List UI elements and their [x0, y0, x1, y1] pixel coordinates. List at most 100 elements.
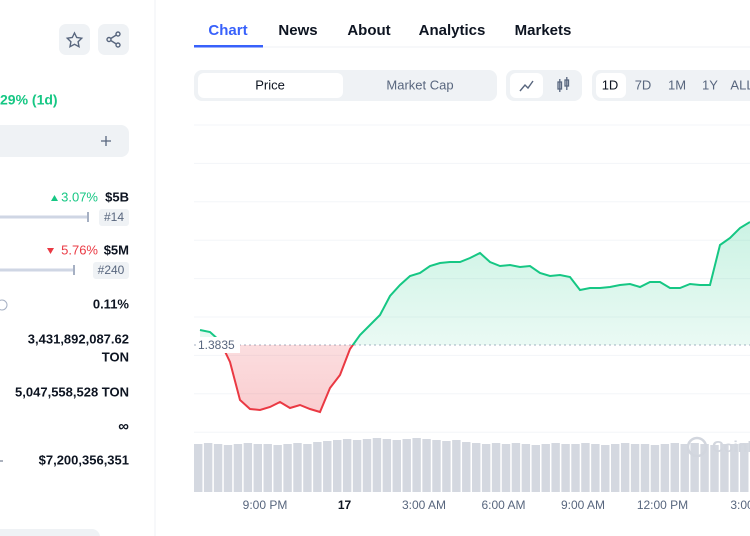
- volume-bar: [243, 443, 253, 492]
- volume-bar: [700, 444, 709, 492]
- share-button[interactable]: [98, 24, 129, 55]
- volume-bar: [571, 444, 580, 492]
- volume-bar: [382, 439, 392, 492]
- volume-bar: [452, 440, 461, 492]
- volume-bar: [581, 443, 590, 492]
- share-icon: [106, 31, 121, 48]
- volume-bar: [432, 440, 441, 492]
- info-icon[interactable]: [0, 299, 8, 311]
- volume-bar: [293, 443, 302, 492]
- value: $5M: [104, 242, 129, 257]
- line-icon: [519, 80, 534, 92]
- metric-option[interactable]: Price: [255, 77, 285, 92]
- volume-bar: [521, 444, 531, 492]
- volume-bar: [740, 443, 749, 492]
- volume-bar: [620, 443, 630, 492]
- line-chart-button[interactable]: [510, 73, 543, 98]
- sidebar: 29% (1d) 3.07% $5B #14 5.76% $5M #240 0.…: [0, 24, 129, 536]
- area-up: [200, 222, 750, 345]
- volume-bar: [680, 444, 689, 492]
- volume-bar: [541, 444, 550, 492]
- volume-bar: [551, 443, 560, 492]
- down-arrow: [47, 248, 54, 254]
- change: 3.07%: [61, 189, 98, 204]
- chart: CoinMarketCap 1.3835 9:00 PM 17 3:00 AM 6:00 …: [194, 124, 750, 512]
- tabs: Chart News About Analytics Markets: [208, 22, 571, 39]
- volume-bar: [213, 444, 223, 492]
- volume-bar: [372, 438, 382, 492]
- x-tick-label: 17: [338, 498, 352, 512]
- ranges: 1D 7D 1M 1Y ALL: [602, 77, 750, 92]
- stat: 3,431,892,087.62: [28, 331, 129, 346]
- metric-selected: [198, 73, 343, 98]
- volume-bar: [720, 444, 729, 492]
- volume-bar: [472, 443, 481, 492]
- rank-tag: [99, 209, 129, 226]
- x-tick-label: 3:00: [730, 498, 750, 512]
- range-option[interactable]: 1M: [668, 77, 686, 92]
- volume-bar: [412, 438, 421, 492]
- candle-icon[interactable]: [557, 77, 570, 92]
- metric-option[interactable]: Market Cap: [386, 77, 453, 92]
- volume-bar: [611, 444, 620, 492]
- range-option[interactable]: 7D: [635, 77, 652, 92]
- volume-bar: [263, 444, 272, 492]
- price-change: 29% (1d): [0, 92, 58, 108]
- add-button[interactable]: [0, 125, 129, 157]
- baseline-label: 1.3835: [198, 338, 235, 352]
- volume-bar: [283, 444, 292, 492]
- volume-bar: [303, 444, 312, 492]
- range-option[interactable]: ALL: [730, 77, 750, 92]
- stat: 0.11%: [93, 296, 130, 311]
- stat: $7,200,356,351: [39, 452, 129, 467]
- volume-bar: [203, 443, 213, 492]
- volume-bar: [601, 445, 610, 492]
- volume-bar: [273, 445, 282, 492]
- x-tick-label: 6:00 AM: [481, 498, 525, 512]
- volume-bar: [323, 441, 332, 492]
- volume-bar: [511, 443, 521, 492]
- watermark-logo: [686, 436, 708, 458]
- volume-bar: [561, 444, 570, 492]
- x-tick-label: 3:00 AM: [402, 498, 446, 512]
- tab[interactable]: News: [278, 22, 317, 39]
- volume-bar: [531, 445, 540, 492]
- rank: #240: [98, 263, 125, 277]
- volume-bar: [481, 444, 491, 492]
- stat: ∞: [118, 418, 129, 435]
- volume-bar: [422, 439, 431, 492]
- plus-icon: [101, 136, 111, 146]
- volume-bar: [333, 440, 342, 492]
- x-tick-label: 9:00 AM: [561, 498, 605, 512]
- volume-bar: [630, 444, 640, 492]
- volume-bar: [730, 444, 739, 492]
- area-down: [200, 345, 750, 412]
- watermark: CoinMarketCap: [712, 439, 750, 456]
- volume-bar: [352, 440, 362, 492]
- up-arrow: [51, 195, 58, 201]
- tab[interactable]: Markets: [515, 22, 572, 39]
- range-toggle: [592, 70, 750, 101]
- range-option[interactable]: 1Y: [702, 77, 718, 92]
- value: $5B: [105, 189, 129, 204]
- tab[interactable]: Analytics: [419, 22, 486, 39]
- rank: #14: [104, 210, 124, 224]
- volume-bar: [392, 440, 401, 492]
- volume-bar: [462, 442, 471, 492]
- volume-bar: [710, 445, 719, 492]
- tab[interactable]: Chart: [208, 22, 247, 39]
- stat: TON: [102, 349, 129, 364]
- tab[interactable]: About: [347, 22, 390, 39]
- range-option[interactable]: 1D: [602, 77, 619, 92]
- volume-bar: [690, 443, 699, 492]
- volume-bar: [362, 439, 372, 492]
- volume-bar: [342, 439, 352, 492]
- tab-underline: [194, 45, 263, 48]
- rank-tag: [93, 262, 129, 279]
- volume-bar: [670, 443, 679, 492]
- sidebar-button[interactable]: [0, 529, 100, 536]
- volume-bar: [501, 444, 511, 492]
- star-button[interactable]: [59, 24, 90, 55]
